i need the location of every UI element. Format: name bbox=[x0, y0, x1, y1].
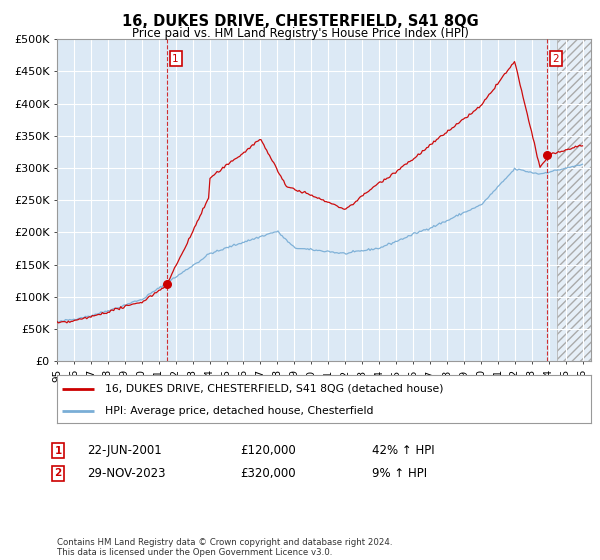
Point bbox=[542, 151, 552, 160]
Text: Price paid vs. HM Land Registry's House Price Index (HPI): Price paid vs. HM Land Registry's House … bbox=[131, 27, 469, 40]
Text: 16, DUKES DRIVE, CHESTERFIELD, S41 8QG (detached house): 16, DUKES DRIVE, CHESTERFIELD, S41 8QG (… bbox=[105, 384, 443, 394]
Text: 1: 1 bbox=[55, 446, 62, 456]
Text: £120,000: £120,000 bbox=[240, 444, 296, 458]
Text: 9% ↑ HPI: 9% ↑ HPI bbox=[372, 466, 427, 480]
Text: 16, DUKES DRIVE, CHESTERFIELD, S41 8QG: 16, DUKES DRIVE, CHESTERFIELD, S41 8QG bbox=[122, 14, 478, 29]
Text: 2: 2 bbox=[55, 468, 62, 478]
Text: £320,000: £320,000 bbox=[240, 466, 296, 480]
Text: 2: 2 bbox=[552, 54, 559, 63]
Text: HPI: Average price, detached house, Chesterfield: HPI: Average price, detached house, Ches… bbox=[105, 406, 374, 416]
Text: 22-JUN-2001: 22-JUN-2001 bbox=[87, 444, 162, 458]
Point bbox=[163, 279, 172, 288]
Text: Contains HM Land Registry data © Crown copyright and database right 2024.
This d: Contains HM Land Registry data © Crown c… bbox=[57, 538, 392, 557]
Text: 29-NOV-2023: 29-NOV-2023 bbox=[87, 466, 166, 480]
Text: 1: 1 bbox=[172, 54, 179, 63]
Text: 42% ↑ HPI: 42% ↑ HPI bbox=[372, 444, 434, 458]
